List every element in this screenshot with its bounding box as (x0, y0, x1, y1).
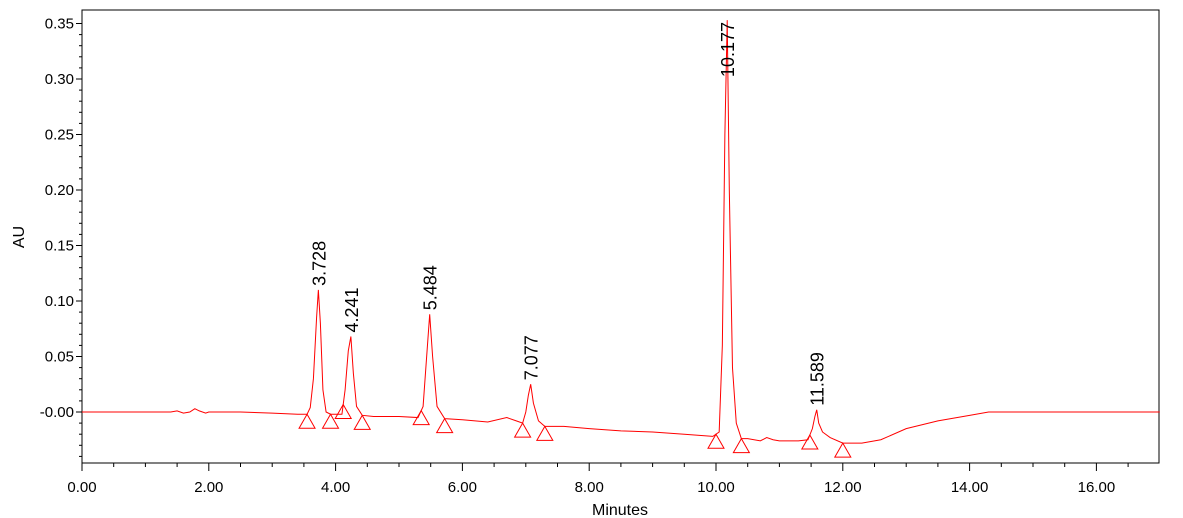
y-tick-label: 0.30 (45, 71, 74, 88)
peak-label: 4.241 (342, 287, 362, 332)
baseline-marker (353, 414, 372, 430)
y-tick-label: 0.20 (45, 182, 74, 199)
x-tick-label: 8.00 (575, 479, 604, 496)
baseline-marker (707, 433, 725, 449)
baseline-marker (435, 417, 454, 434)
peak-label: 10.177 (718, 22, 738, 77)
baseline-marker (334, 403, 353, 419)
baseline-markers (298, 403, 852, 458)
x-axis: 0.00 2.00 4.00 6.00 8.00 10.00 12.00 14.00 16.00 (67, 463, 1129, 496)
x-tick-label: 12.00 (824, 479, 862, 496)
baseline-marker (833, 442, 852, 458)
x-axis-label: Minutes (592, 502, 648, 518)
peak-labels: 3.728 4.241 5.484 7.077 10.177 11.589 (309, 22, 827, 406)
x-tick-label: 6.00 (448, 479, 477, 496)
x-tick-label: 10.00 (697, 479, 735, 496)
y-tick-label: -0.00 (40, 404, 74, 421)
x-tick-label: 4.00 (321, 479, 350, 496)
x-tick-label: 0.00 (67, 479, 96, 496)
baseline-marker (513, 422, 532, 438)
peak-label: 3.728 (309, 241, 329, 286)
baseline-marker (732, 437, 751, 454)
x-tick-label: 2.00 (194, 479, 223, 496)
y-tick-label: 0.10 (45, 293, 74, 310)
peak-label: 5.484 (421, 265, 441, 310)
y-tick-label: 0.25 (45, 127, 74, 144)
chromatogram-trace (82, 20, 1160, 444)
baseline-marker (321, 413, 340, 429)
x-tick-label: 14.00 (951, 479, 989, 496)
baseline-marker (298, 413, 316, 429)
peak-label: 7.077 (522, 335, 542, 380)
x-tick-label: 16.00 (1078, 479, 1116, 496)
y-axis: -0.00 0.05 0.10 0.15 0.20 0.25 0.30 0.35 (40, 16, 82, 457)
y-tick-label: 0.35 (45, 16, 74, 33)
y-axis-label: AU (11, 226, 28, 248)
peak-label: 11.589 (808, 352, 828, 406)
baseline-marker (535, 425, 554, 441)
y-tick-label: 0.15 (45, 238, 74, 255)
y-tick-label: 0.05 (45, 349, 74, 366)
plot-area (81, 9, 1160, 464)
baseline-marker (800, 433, 819, 450)
